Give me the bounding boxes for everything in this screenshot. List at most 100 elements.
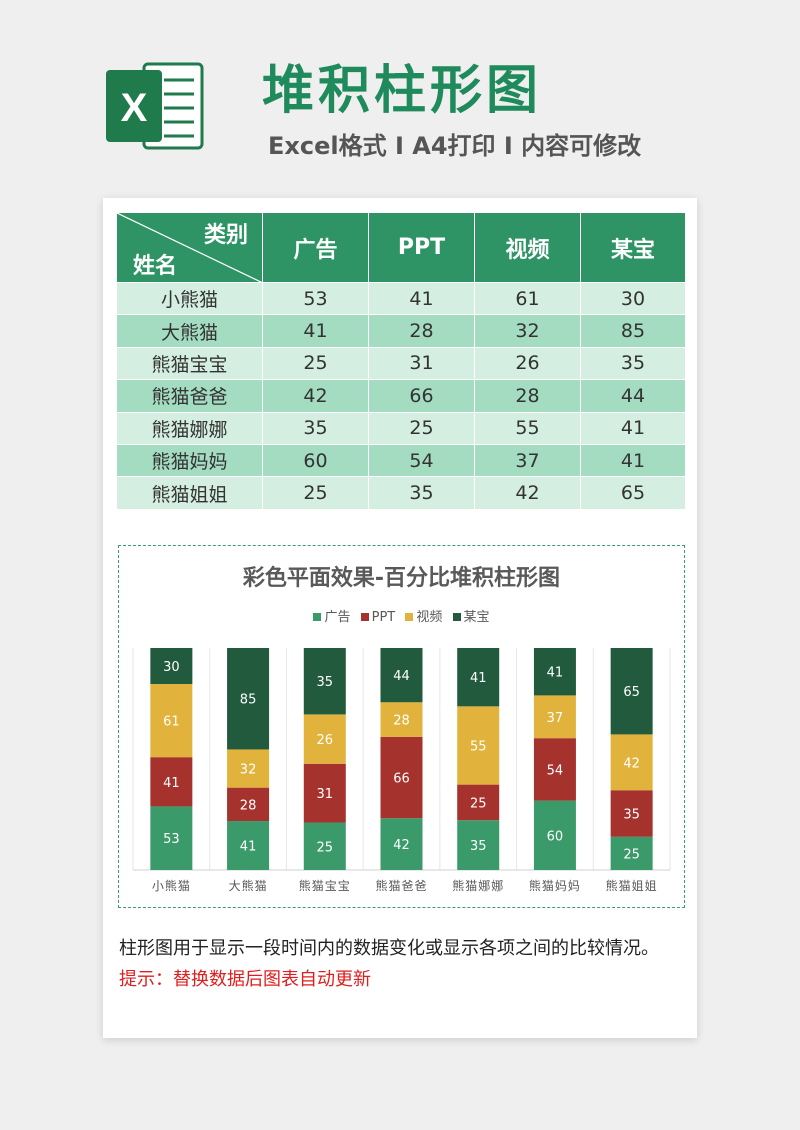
bar-segment [150, 684, 193, 758]
logo-letter: X [121, 86, 148, 130]
value-cell: 42 [474, 476, 581, 510]
value-cell: 54 [368, 443, 475, 478]
data-table: 类别 姓名 广告 PPT 视频 某宝 小熊猫 53 41 61 30 大熊猫 4… [116, 212, 686, 510]
data-label: 65 [623, 685, 640, 700]
row-name-cell: 熊猫宝宝 [116, 346, 263, 381]
value-cell: 35 [580, 346, 686, 381]
bar-segment [533, 695, 576, 739]
value-cell: 41 [368, 281, 475, 316]
corner-diagonal [117, 213, 263, 283]
data-label: 32 [240, 763, 257, 778]
data-label: 54 [547, 763, 564, 778]
bar-segment [303, 763, 346, 823]
bar-segment [457, 706, 500, 785]
row-name-cell: 熊猫姐姐 [116, 476, 263, 510]
legend-item: 某宝 [452, 606, 490, 625]
data-label: 61 [163, 715, 180, 730]
value-cell: 30 [580, 281, 686, 316]
data-label: 60 [547, 829, 564, 844]
bar-segment [610, 648, 653, 735]
data-label: 30 [163, 660, 180, 675]
value-cell: 28 [368, 314, 475, 348]
legend-item: 视频 [405, 606, 442, 625]
legend-swatch [313, 613, 322, 621]
corner-label-name: 姓名 [133, 254, 178, 279]
row-name-cell: 熊猫妈妈 [116, 443, 263, 478]
data-label: 42 [623, 756, 640, 771]
bar-segment [303, 714, 346, 764]
bar-segment [610, 734, 653, 791]
value-cell: 25 [262, 476, 369, 510]
table-corner-cell: 类别 姓名 [116, 212, 263, 283]
category-label: 熊猫妈妈 [529, 878, 581, 893]
data-label: 42 [393, 838, 410, 853]
table-row: 熊猫娜娜 35 25 55 41 [116, 411, 686, 445]
data-label: 28 [240, 798, 257, 813]
value-cell: 85 [580, 314, 686, 348]
data-label: 85 [240, 693, 257, 708]
value-cell: 55 [474, 411, 581, 445]
bar-segment [533, 648, 576, 696]
category-label: 熊猫爸爸 [375, 878, 427, 893]
value-cell: 25 [262, 346, 369, 381]
value-cell: 37 [474, 443, 581, 478]
category-label: 小熊猫 [152, 878, 191, 893]
value-cell: 31 [368, 346, 475, 381]
column-header: 视频 [474, 212, 581, 283]
bar-segment [533, 800, 576, 870]
category-label: 熊猫姐姐 [606, 878, 658, 893]
data-label: 44 [393, 669, 410, 684]
legend-label: 广告 [324, 610, 351, 625]
bar-segment [303, 648, 346, 715]
column-header: 广告 [262, 212, 369, 283]
column-header: 某宝 [580, 212, 686, 283]
legend-swatch [360, 613, 369, 621]
bar-segment [610, 790, 653, 837]
value-cell: 61 [474, 281, 581, 316]
tip-text: 提示：替换数据后图表自动更新 [119, 969, 371, 990]
bar-segment [610, 836, 653, 870]
data-label: 35 [470, 839, 487, 854]
bar-segment [150, 648, 193, 684]
legend-swatch [452, 613, 461, 621]
row-name-cell: 熊猫娜娜 [116, 411, 263, 445]
value-cell: 26 [474, 346, 581, 381]
excel-logo-icon: X [106, 62, 204, 150]
bar-segment [380, 818, 423, 870]
value-cell: 41 [580, 411, 686, 445]
column-header: PPT [368, 212, 475, 283]
data-label: 41 [240, 840, 257, 855]
data-label: 53 [163, 832, 180, 847]
bar-segment [457, 784, 500, 821]
document-header: X 堆积柱形图 Excel格式 I A4打印 I 内容可修改 [0, 0, 800, 200]
bar-segment [227, 749, 270, 788]
data-label: 28 [393, 714, 410, 729]
data-label: 25 [470, 796, 487, 811]
value-cell: 35 [262, 411, 369, 445]
chart-title: 彩色平面效果-百分比堆积柱形图 [242, 566, 561, 591]
bar-segment [457, 648, 500, 707]
category-label: 大熊猫 [229, 878, 268, 893]
corner-label-category: 类别 [203, 223, 248, 248]
value-cell: 32 [474, 314, 581, 348]
category-label: 熊猫娜娜 [452, 878, 504, 893]
data-label: 31 [317, 787, 334, 802]
document-page: 类别 姓名 广告 PPT 视频 某宝 小熊猫 53 41 61 30 大熊猫 4… [103, 198, 697, 1038]
value-cell: 44 [580, 379, 686, 413]
legend-swatch [405, 613, 414, 621]
table-header-row: 类别 姓名 广告 PPT 视频 某宝 [116, 212, 686, 283]
data-label: 35 [623, 808, 640, 823]
stacked-bar-plot: 53 41 61 30 小熊猫 41 28 32 85 大熊猫 25 31 26 35 熊猫宝宝 42 66 28… [132, 648, 671, 893]
legend-label: PPT [371, 610, 396, 625]
page-title: 堆积柱形图 [262, 61, 543, 121]
data-label: 25 [317, 840, 334, 855]
bar-segment [227, 648, 270, 750]
bar-segment [380, 736, 423, 819]
chart-description: 柱形图用于显示一段时间内的数据变化或显示各项之间的比较情况。 [119, 938, 659, 959]
value-cell: 65 [580, 476, 686, 510]
table-row: 熊猫姐姐 25 35 42 65 [116, 476, 686, 510]
value-cell: 66 [368, 379, 475, 413]
bar-segment [380, 648, 423, 703]
data-label: 26 [317, 733, 334, 748]
value-cell: 41 [262, 314, 369, 348]
